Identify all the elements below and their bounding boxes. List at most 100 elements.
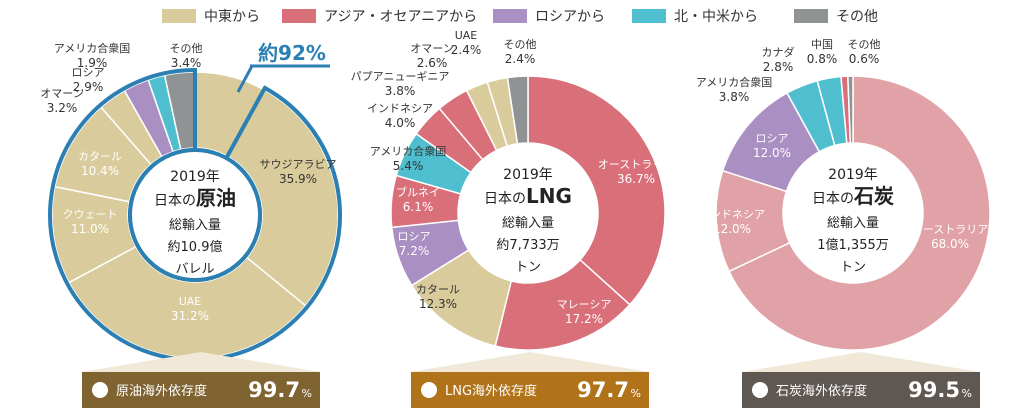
- pie-slice: [494, 258, 631, 351]
- center-text: トン: [515, 260, 541, 275]
- pie-slice: [847, 75, 854, 144]
- legend-item: 北・中米から: [632, 6, 758, 26]
- slice-value: 31.2%: [171, 309, 209, 323]
- badge-label: LNG海外依存度: [445, 383, 537, 399]
- slice-value: 1.9%: [77, 56, 108, 70]
- slice-value: 11.0%: [71, 222, 109, 236]
- highlight-label: 約92%: [258, 41, 326, 65]
- resource-icon: [92, 382, 108, 398]
- slice-value: 10.4%: [81, 164, 119, 178]
- slice-label: アメリカ合衆国: [370, 144, 446, 158]
- center-text: 日本のLNG: [484, 184, 572, 208]
- slice-value: 36.7%: [617, 172, 655, 186]
- slice-value: 35.9%: [279, 172, 317, 186]
- slice-label: UAE: [455, 29, 478, 42]
- slice-label: オマーン: [410, 42, 453, 55]
- badge-arrow: [411, 352, 649, 372]
- slice-value: 3.4%: [171, 56, 202, 70]
- slice-label: カタール: [78, 150, 122, 163]
- slice-label: UAE: [179, 295, 202, 308]
- dependence-badge: 石炭海外依存度 99.5%: [742, 352, 980, 408]
- center-text: 2019年: [828, 167, 878, 183]
- legend-swatch: [493, 9, 527, 23]
- center-text: 日本の原油: [154, 186, 236, 210]
- pie-slice: [506, 75, 529, 145]
- badge-background: [411, 372, 649, 408]
- slice-label: その他: [848, 38, 881, 51]
- legend-swatch: [632, 9, 666, 23]
- slice-label: パプアニューギニア: [351, 70, 450, 83]
- resource-icon: [421, 382, 437, 398]
- slice-label: カタール: [416, 283, 460, 296]
- legend-swatch: [162, 9, 196, 23]
- legend-label: アジア・オセアニアから: [324, 9, 478, 25]
- legend-item: アジア・オセアニアから: [282, 6, 477, 26]
- slice-value: 7.2%: [399, 244, 430, 258]
- slice-value: 68.0%: [931, 237, 969, 251]
- center-text: 2019年: [170, 169, 220, 185]
- badge-unit: %: [631, 387, 641, 400]
- slice-value: 0.6%: [849, 52, 880, 66]
- slice-label: オーストラリア: [912, 223, 988, 236]
- slice-value: 17.2%: [565, 312, 603, 326]
- slice-label: インドネシア: [367, 102, 433, 115]
- slice-label: ブルネイ: [396, 185, 440, 199]
- slice-value: 3.8%: [719, 90, 750, 104]
- legend-label: 北・中米から: [674, 9, 758, 25]
- badge-arrow: [82, 352, 320, 372]
- slice-value: 12.0%: [753, 146, 791, 160]
- legend: 中東から アジア・オセアニアから ロシアから 北・中米から その他: [0, 0, 1024, 32]
- slice-value: 3.8%: [385, 84, 416, 98]
- slice-label: カナダ: [762, 45, 795, 59]
- slice-label: アメリカ合衆国: [696, 75, 772, 89]
- center-text: 総輸入量: [502, 216, 554, 231]
- slice-label: オーストラリア: [598, 158, 674, 171]
- legend-label: 中東から: [204, 9, 260, 25]
- slice-label: ロシア: [756, 132, 789, 145]
- center-text: 約10.9億: [168, 239, 223, 255]
- slice-label: インドネシア: [699, 208, 765, 221]
- center-text: 2019年: [503, 167, 553, 183]
- badge-background: [82, 372, 320, 408]
- slice-value: 6.1%: [403, 200, 434, 214]
- slice-value: 2.4%: [505, 52, 536, 66]
- slice-label: クウェート: [63, 208, 118, 221]
- badge-label: 原油海外依存度: [116, 383, 207, 399]
- center-text: 総輸入量: [169, 218, 221, 233]
- slice-label: 中国: [811, 38, 833, 51]
- slice-label: アメリカ合衆国: [54, 41, 130, 55]
- badge-background: [742, 372, 980, 408]
- slice-label: オマーン: [40, 87, 83, 100]
- badge-label: 石炭海外依存度: [776, 383, 867, 399]
- badge-unit: %: [962, 387, 972, 400]
- resource-icon: [752, 382, 768, 398]
- legend-item: その他: [794, 6, 878, 26]
- slice-value: 5.4%: [393, 159, 424, 173]
- slice-label: マレーシア: [557, 298, 612, 311]
- badge-unit: %: [302, 387, 312, 400]
- dependence-badge: 原油海外依存度 99.7%: [82, 352, 320, 408]
- legend-item: 中東から: [162, 6, 260, 26]
- legend-label: ロシアから: [535, 9, 605, 25]
- pie-slice: [527, 75, 666, 306]
- center-disc: [128, 148, 262, 282]
- slice-label: その他: [504, 38, 537, 51]
- legend-label: その他: [836, 9, 878, 25]
- highlight-pointer: [236, 65, 254, 93]
- badge-value: 99.7: [248, 378, 300, 402]
- pie-slice: [728, 75, 991, 351]
- center-text: 1億1,355万: [817, 237, 889, 253]
- slice-label: サウジアラビア: [260, 158, 337, 171]
- slice-value: 4.0%: [385, 116, 416, 130]
- center-text: バレル: [175, 262, 214, 277]
- center-text: 約7,733万: [496, 238, 559, 253]
- slice-value: 2.6%: [417, 56, 448, 70]
- slice-value: 12.0%: [713, 222, 751, 236]
- legend-item: ロシアから: [493, 6, 605, 26]
- slice-value: 2.4%: [451, 43, 482, 57]
